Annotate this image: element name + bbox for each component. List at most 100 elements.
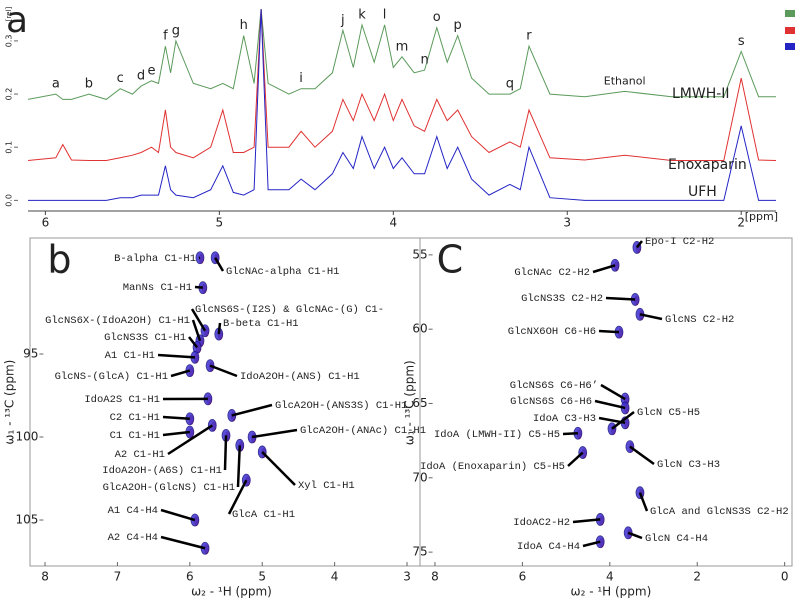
x-axis-label: ω₂ - ¹H (ppm) (191, 585, 272, 599)
y-axis-label: ω₁ - ¹³C (ppm) (3, 360, 17, 445)
peak-label: GlcA2OH-(GlcNS) C1-H1 (103, 482, 235, 494)
peak-label: GlcA2OH-(ANAc) C1-H1 (300, 425, 426, 437)
x-tick-label: 0 (781, 570, 789, 584)
leader-line (592, 264, 616, 274)
peak-label: r (526, 29, 532, 44)
peak-label: GlcN C5-H5 (637, 407, 700, 419)
y-tick-label: 70 (412, 470, 427, 484)
x-tick-label: 6 (519, 570, 527, 584)
peak-label: C2 C1-H1 (110, 412, 160, 424)
peak-label: IdoA (LMWH-II) C5-H5 (434, 429, 560, 441)
y-tick-label: 105 (15, 513, 38, 527)
leader-line (600, 383, 626, 401)
x-tick-label: 3 (563, 216, 571, 230)
x-tick-label: 6 (186, 570, 194, 584)
series-label: Enoxaparin (668, 157, 747, 173)
panel-label: a (6, 0, 28, 41)
peak-label: A2 C4-H4 (108, 532, 158, 544)
peak-label: C1 C1-H1 (110, 430, 160, 442)
legend-swatch (785, 10, 795, 17)
spectrum-line (28, 9, 776, 161)
leader-line (572, 518, 601, 524)
x-tick-label: 7 (114, 570, 122, 584)
leader-line (261, 451, 296, 486)
peak-label: GlcNS6X-(IdoA2OH) C1-H1 (45, 315, 190, 327)
x-axis-label: [ppm] (745, 210, 778, 223)
peak-label: k (358, 7, 366, 22)
leader-line (217, 322, 222, 335)
panel-frame (419, 237, 793, 567)
leader-line (160, 535, 206, 550)
x-tick-label: 2 (737, 216, 745, 230)
peak-label: IdoAC2-H2 (513, 517, 570, 529)
peak-label: g (172, 23, 180, 38)
series-label: LMWH-II (672, 86, 730, 102)
spectrum-line (28, 9, 776, 201)
y-axis-label: ω₁ - ¹³C (ppm) (403, 360, 417, 445)
peak-label: i (299, 71, 303, 86)
peak-label: GlcN C3-H3 (657, 459, 720, 471)
peak-label: GlcA C1-H1 (232, 509, 295, 521)
leader-line (605, 296, 636, 301)
leader-line (191, 319, 202, 342)
peak-label: IdoA (Enoxaparin) C5-H5 (420, 461, 565, 473)
y-tick-label: 75 (412, 545, 427, 559)
peak-label: A1 C1-H1 (105, 350, 155, 362)
leader-line (194, 285, 203, 289)
leader-line (160, 508, 196, 522)
x-axis-label: ω₂ - ¹H (ppm) (571, 585, 652, 599)
peak-label: ManNs C1-H1 (123, 282, 192, 294)
peak-label: c (117, 71, 124, 86)
leader-line (594, 399, 626, 410)
peak-label: e (148, 63, 156, 78)
y-tick-label: 65 (412, 396, 427, 410)
peak-label: GlcNS6S C6-H6 (510, 396, 592, 408)
peak-label: B-alpha C1-H1 (114, 253, 196, 265)
leader-line (639, 313, 663, 321)
peak-label: GlcNS6S C6-H6’ (510, 380, 598, 392)
legend-swatch (785, 43, 795, 50)
panel-label: b (47, 238, 71, 282)
spectra (28, 9, 776, 201)
leader-line (236, 445, 242, 488)
leader-line (582, 540, 601, 548)
peak-label: h (240, 18, 248, 33)
peak-label: n (420, 53, 428, 68)
y-tick-label: 0.2 (5, 88, 14, 101)
leader-line (562, 431, 578, 436)
y-tick-label: 100 (15, 430, 38, 444)
x-tick-label: 4 (389, 216, 397, 230)
peak-label: o (433, 10, 441, 25)
leader-line (190, 308, 207, 332)
leader-line (598, 329, 620, 334)
x-tick-label: 8 (41, 570, 49, 584)
peak-label: q (506, 77, 514, 92)
leader-line (251, 428, 298, 439)
peak-label: GlcA and GlcNS3S C2-H2 (650, 506, 789, 518)
x-tick-label: 4 (606, 570, 614, 584)
y-tick-label: 60 (412, 322, 427, 336)
leader-line (635, 240, 643, 249)
x-tick-label: 2 (693, 570, 701, 584)
leader-line (188, 336, 199, 349)
peak-label: IdoA2OH-(A6S) C1-H1 (102, 465, 222, 477)
peak-label: p (454, 18, 462, 33)
leader-line (629, 445, 655, 466)
y-tick-label: 95 (23, 347, 38, 361)
y-tick-label: 0.0 (5, 194, 14, 207)
peak-label: d (137, 69, 145, 84)
peak-label: GlcNS3S C2-H2 (521, 293, 603, 305)
peak-label: a (52, 77, 60, 92)
leader-line (567, 451, 584, 467)
x-tick-label: 3 (403, 570, 411, 584)
leader-line (231, 403, 273, 417)
x-tick-label: 5 (216, 216, 224, 230)
x-tick-label: 5 (258, 570, 266, 584)
leader-line (167, 424, 213, 456)
leader-line (638, 492, 649, 512)
x-tick-label: 6 (42, 216, 50, 230)
peak-label: A2 C1-H1 (115, 449, 165, 461)
y-tick-label: 55 (412, 247, 427, 261)
